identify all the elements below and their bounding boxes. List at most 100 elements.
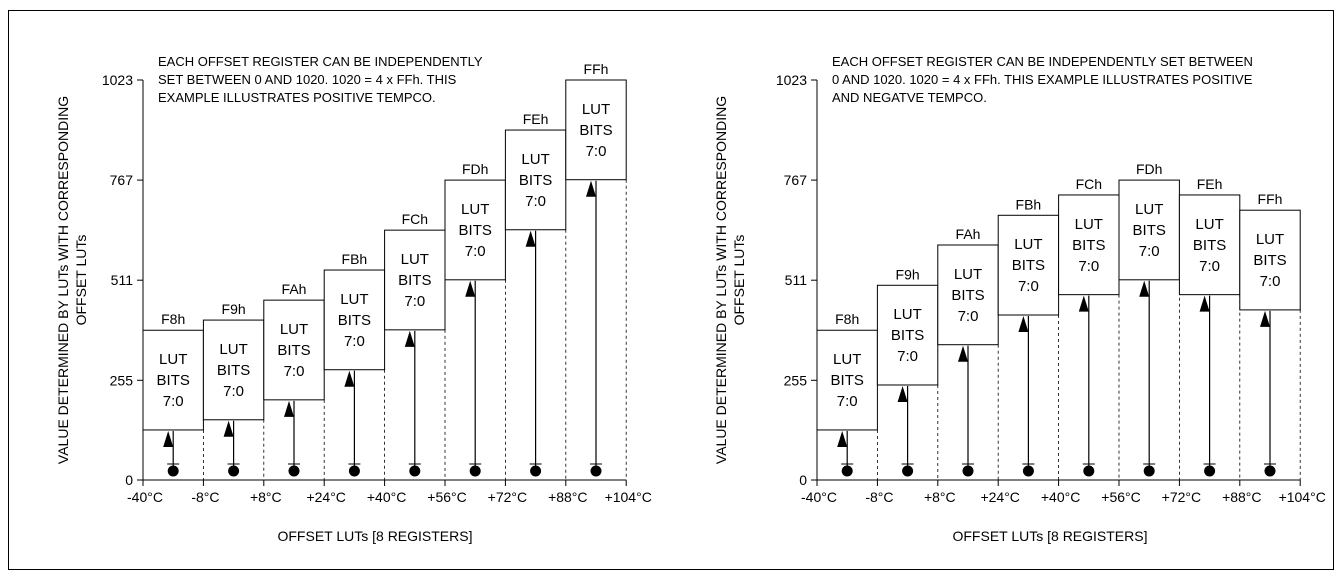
x-tick-label: +72°C: [1162, 489, 1201, 505]
x-tick-label: -40°C: [127, 489, 163, 505]
register-name: FDh: [462, 161, 488, 177]
lut-box: [202, 319, 265, 421]
register-name: FEh: [523, 111, 549, 127]
y-tick-label: 511: [785, 272, 808, 288]
lut-text: 7:0: [163, 393, 184, 410]
register-name: FFh: [584, 61, 609, 77]
lut-text: 7:0: [586, 143, 607, 160]
lut-text: 7:0: [958, 308, 979, 325]
offset-dot: [469, 465, 481, 477]
lut-text: 7:0: [284, 363, 305, 380]
register-f9h: F9h LUT BITS 7:0: [876, 266, 939, 480]
x-tick-label: +56°C: [427, 489, 466, 505]
lut-text: 7:0: [1018, 278, 1039, 295]
lut-text: BITS: [459, 222, 492, 239]
lut-text: LUT: [159, 351, 187, 368]
lut-text: LUT: [954, 266, 982, 283]
register-fdh: FDh LUT BITS 7:0: [444, 161, 506, 480]
x-tick-label: +40°C: [1041, 489, 1080, 505]
lut-text: LUT: [219, 341, 247, 358]
lut-text: LUT: [1135, 201, 1163, 218]
lut-box: [1178, 194, 1241, 296]
register-fah: FAh LUT BITS 7:0: [937, 226, 999, 480]
lut-text: LUT: [280, 321, 308, 338]
y-tick-label: 255: [784, 372, 808, 388]
offset-dot: [228, 465, 240, 477]
x-tick-label: +24°C: [306, 489, 345, 505]
register-name: FBh: [1016, 196, 1042, 212]
register-name: FCh: [1076, 176, 1102, 192]
x-tick-label: +8°C: [924, 489, 956, 505]
lut-box: [937, 244, 999, 346]
lut-text: BITS: [277, 342, 310, 359]
register-name: FCh: [402, 211, 428, 227]
lut-box: [816, 329, 878, 431]
offset-dot: [288, 465, 300, 477]
register-fch: FCh LUT BITS 7:0: [384, 211, 446, 480]
y-tick-label: 767: [784, 172, 808, 188]
offset-dot: [902, 465, 914, 477]
x-tick-label: +40°C: [367, 489, 406, 505]
note-line: 0 AND 1020. 1020 = 4 x FFh. THIS EXAMPLE…: [832, 72, 1253, 87]
register-name: F9h: [222, 301, 246, 317]
lut-text: BITS: [217, 362, 250, 379]
lut-text: LUT: [582, 101, 610, 118]
register-name: FEh: [1197, 176, 1223, 192]
offset-dot: [962, 465, 974, 477]
lut-text: 7:0: [465, 243, 486, 260]
offset-dot: [530, 465, 542, 477]
x-tick-label: +56°C: [1101, 489, 1140, 505]
panel-2: 0 255 511 767 1023 -40°C -8°C +8°C +24°C +40°C +56…: [713, 54, 1326, 544]
register-name: FDh: [1136, 161, 1162, 177]
y-tick-label: 767: [110, 172, 134, 188]
x-axis-title: OFFSET LUTs [8 REGISTERS]: [952, 528, 1147, 544]
note-line: AND NEGATVE TEMPCO.: [832, 90, 987, 105]
lut-text: LUT: [1014, 236, 1042, 253]
lut-text: 7:0: [837, 393, 858, 410]
lut-text: BITS: [951, 287, 984, 304]
register-name: FBh: [342, 251, 368, 267]
lut-text: BITS: [157, 372, 190, 389]
lut-text: LUT: [1256, 231, 1284, 248]
y-tick-label: 1023: [102, 72, 133, 88]
x-tick-label: +88°C: [548, 489, 587, 505]
register-name: FFh: [1258, 191, 1283, 207]
lut-text: BITS: [519, 172, 552, 189]
lut-text: LUT: [461, 201, 489, 218]
y-tick-label: 511: [111, 272, 134, 288]
lut-text: 7:0: [344, 333, 365, 350]
register-fbh: FBh LUT BITS 7:0: [323, 251, 386, 480]
lut-text: 7:0: [404, 293, 425, 310]
y-axis-title: OFFSET LUTs: [73, 235, 89, 326]
x-tick-label: +8°C: [250, 489, 282, 505]
lut-box: [876, 284, 939, 386]
lut-text: BITS: [398, 272, 431, 289]
offset-dot: [590, 465, 602, 477]
lut-text: BITS: [338, 312, 371, 329]
lut-text: 7:0: [1260, 273, 1281, 290]
register-f9h: F9h LUT BITS 7:0: [202, 301, 265, 480]
offset-dot: [841, 465, 853, 477]
x-tick-label: +88°C: [1222, 489, 1261, 505]
register-fah: FAh LUT BITS 7:0: [263, 281, 325, 480]
offset-dot: [1083, 465, 1095, 477]
panel-1: 0 255 511 767 1023 -40°C -8°C +8°C +24°C +40°C +56…: [55, 54, 652, 544]
y-tick-label: 255: [110, 372, 134, 388]
lut-text: 7:0: [525, 193, 546, 210]
note-line: EACH OFFSET REGISTER CAN BE INDEPENDENTL…: [832, 54, 1253, 69]
lut-box: [263, 299, 325, 401]
offset-dot: [348, 465, 360, 477]
y-tick-label: 0: [125, 472, 133, 488]
lut-box: [1058, 194, 1120, 296]
offset-dot: [1204, 465, 1216, 477]
x-tick-label: +24°C: [980, 489, 1019, 505]
lut-box: [504, 129, 567, 231]
lut-text: BITS: [891, 327, 924, 344]
note-line: SET BETWEEN 0 AND 1020. 1020 = 4 x FFh. …: [158, 72, 457, 87]
lut-text: 7:0: [1078, 258, 1099, 275]
y-axis-title: VALUE DETERMINED BY LUTs WITH CORRESPOND…: [713, 96, 729, 464]
lut-text: BITS: [1012, 257, 1045, 274]
y-axis-title: VALUE DETERMINED BY LUTs WITH CORRESPOND…: [55, 96, 71, 464]
lut-text: BITS: [831, 372, 864, 389]
